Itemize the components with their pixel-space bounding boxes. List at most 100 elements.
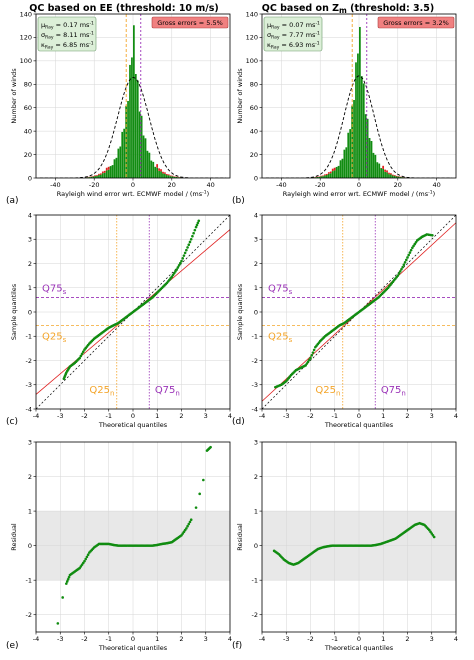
- x-tick-label: -4: [33, 635, 39, 643]
- qq-point: [431, 234, 434, 237]
- gross-error-bar: [96, 175, 98, 176]
- gross-error-bar: [334, 168, 336, 171]
- gross-errors-box: Gross errors = 3.2%: [378, 17, 454, 28]
- histogram-bar: [102, 173, 104, 178]
- x-tick-label: 3: [204, 635, 208, 643]
- residual-point: [61, 596, 64, 599]
- qq-point: [309, 357, 312, 360]
- histogram-bar: [330, 173, 332, 178]
- x-tick-label: 4: [454, 635, 458, 643]
- gross-error-bar: [390, 173, 392, 174]
- histogram-bar: [162, 173, 164, 178]
- x-tick-label: 40: [432, 181, 440, 189]
- gross-error-bar: [330, 172, 332, 174]
- histogram-bar: [110, 166, 112, 178]
- x-tick-label: 1: [381, 412, 385, 420]
- y-tick-label: 3: [254, 236, 258, 244]
- x-tick-label: -40: [50, 181, 61, 189]
- qq-point: [409, 251, 412, 254]
- histogram-bar: [123, 129, 125, 178]
- y-tick-label: 3: [28, 438, 32, 446]
- histogram-bar: [114, 159, 116, 178]
- histogram-bar: [147, 151, 149, 178]
- y-tick-label: 120: [246, 34, 258, 42]
- y-tick-label: 40: [24, 127, 32, 135]
- histogram-bar: [129, 65, 131, 178]
- histogram-bar: [104, 173, 106, 178]
- y-tick-label: 0: [28, 174, 32, 182]
- panel-label: (a): [6, 196, 19, 206]
- x-tick-label: -2: [307, 635, 313, 643]
- x-tick-label: -4: [259, 635, 265, 643]
- histogram-bar: [324, 175, 326, 178]
- column-title-right: QC based on Zm (threshold: 3.5): [262, 3, 434, 15]
- y-tick-label: 0: [28, 308, 32, 316]
- histogram-bar: [119, 146, 121, 178]
- x-tick-label: 0: [131, 635, 135, 643]
- histogram-bar: [371, 141, 373, 178]
- y-tick-label: 120: [20, 34, 32, 42]
- y-tick-label: 100: [20, 57, 32, 65]
- histogram-bar: [145, 138, 147, 178]
- qq-point: [192, 232, 195, 235]
- residual-point: [190, 518, 193, 521]
- y-tick-label: 60: [24, 104, 32, 112]
- histogram-bar: [390, 174, 392, 178]
- histogram-bar: [121, 132, 123, 178]
- gross-error-bar: [104, 171, 106, 173]
- histogram-bar: [342, 159, 344, 178]
- y-axis-label: Number of winds: [10, 68, 18, 124]
- qq-point: [191, 235, 194, 238]
- y-tick-label: 0: [254, 308, 258, 316]
- x-tick-label: 20: [168, 181, 176, 189]
- x-tick-label: -3: [57, 635, 63, 643]
- histogram-bar: [137, 80, 139, 178]
- y-tick-label: 1: [28, 507, 32, 515]
- histogram-bar: [158, 171, 160, 178]
- x-axis-label: Rayleigh wind error wrt. ECMWF model / (…: [57, 190, 209, 199]
- q25n-label: Q25n: [89, 385, 114, 398]
- y-tick-label: -1: [26, 333, 32, 341]
- y-tick-label: 2: [28, 260, 32, 268]
- qq-point: [184, 252, 187, 255]
- x-tick-label: 2: [179, 635, 183, 643]
- residual-point: [209, 446, 212, 449]
- histogram-bar: [345, 147, 347, 178]
- y-tick-label: 2: [254, 260, 258, 268]
- qq-point: [405, 259, 408, 262]
- q25n-label: Q25n: [315, 385, 340, 398]
- y-axis-label: Residual: [236, 523, 244, 551]
- x-tick-label: 1: [155, 635, 159, 643]
- histogram-bar: [112, 165, 114, 178]
- qq-point: [181, 257, 184, 260]
- y-axis-label: Residual: [10, 523, 18, 551]
- residual-point: [198, 493, 201, 496]
- x-axis-label: Theoretical quantiles: [324, 644, 394, 652]
- y-tick-label: -2: [26, 611, 32, 619]
- histogram-bar: [108, 170, 110, 178]
- x-tick-label: 2: [405, 412, 409, 420]
- gross-error-bar: [394, 175, 396, 176]
- qq-point: [187, 243, 190, 246]
- x-tick-label: -1: [106, 412, 112, 420]
- x-axis-label: Rayleigh wind error wrt. ECMWF model / (…: [283, 190, 435, 199]
- y-tick-label: 0: [254, 174, 258, 182]
- histogram-bar: [143, 135, 145, 178]
- qq-point: [310, 354, 313, 357]
- gross-error-bar: [98, 174, 100, 175]
- residual-point: [433, 536, 436, 539]
- y-axis-label: Number of winds: [236, 68, 244, 124]
- histogram-bar: [347, 133, 349, 178]
- gross-error-bar: [100, 173, 102, 174]
- x-tick-label: 3: [430, 412, 434, 420]
- histogram-bar: [131, 57, 133, 178]
- qq-point: [185, 249, 188, 252]
- y-tick-label: 4: [254, 211, 258, 219]
- q75s-label: Q75s: [42, 283, 67, 296]
- x-tick-label: -3: [57, 412, 63, 420]
- plot-area: [262, 215, 456, 409]
- column-title-left: QC based on EE (threshold: 10 m/s): [29, 3, 218, 14]
- histogram-bar: [365, 114, 367, 178]
